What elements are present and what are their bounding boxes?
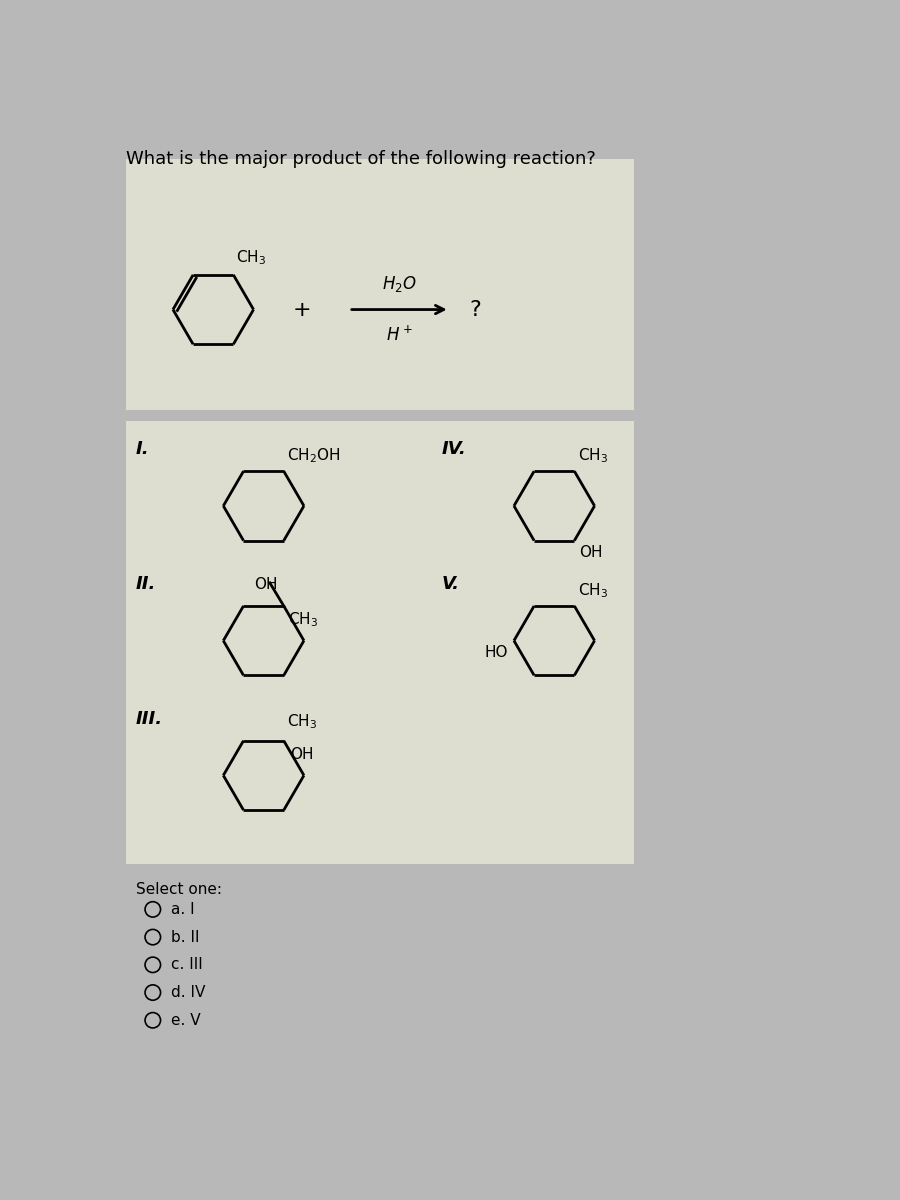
Text: II.: II. [136, 575, 156, 593]
Text: $\mathregular{CH_3}$: $\mathregular{CH_3}$ [288, 610, 319, 629]
Text: e. V: e. V [171, 1013, 200, 1027]
Text: III.: III. [136, 710, 163, 728]
FancyBboxPatch shape [126, 160, 634, 409]
Text: OH: OH [290, 746, 313, 762]
Text: $\mathregular{CH_3}$: $\mathregular{CH_3}$ [578, 446, 608, 466]
Text: Select one:: Select one: [136, 882, 221, 896]
Text: I.: I. [136, 440, 149, 458]
Text: HO: HO [484, 646, 508, 660]
Text: $\mathregular{CH_3}$: $\mathregular{CH_3}$ [237, 248, 266, 268]
Text: $H_2O$: $H_2O$ [382, 274, 417, 294]
Text: OH: OH [255, 577, 278, 592]
Text: V.: V. [442, 575, 460, 593]
Text: IV.: IV. [442, 440, 466, 458]
Text: ?: ? [469, 300, 481, 319]
Text: OH: OH [579, 545, 603, 560]
Text: $\mathregular{CH_3}$: $\mathregular{CH_3}$ [287, 713, 317, 732]
Text: +: + [293, 300, 311, 319]
Text: d. IV: d. IV [171, 985, 205, 1000]
Text: a. I: a. I [171, 902, 194, 917]
FancyBboxPatch shape [126, 421, 634, 864]
Text: c. III: c. III [171, 958, 202, 972]
Text: b. II: b. II [171, 930, 199, 944]
Text: $\mathregular{CH_3}$: $\mathregular{CH_3}$ [578, 581, 608, 600]
Text: $H^+$: $H^+$ [386, 325, 412, 344]
Text: $\mathregular{CH_2OH}$: $\mathregular{CH_2OH}$ [287, 446, 340, 466]
Text: What is the major product of the following reaction?: What is the major product of the followi… [126, 150, 597, 168]
